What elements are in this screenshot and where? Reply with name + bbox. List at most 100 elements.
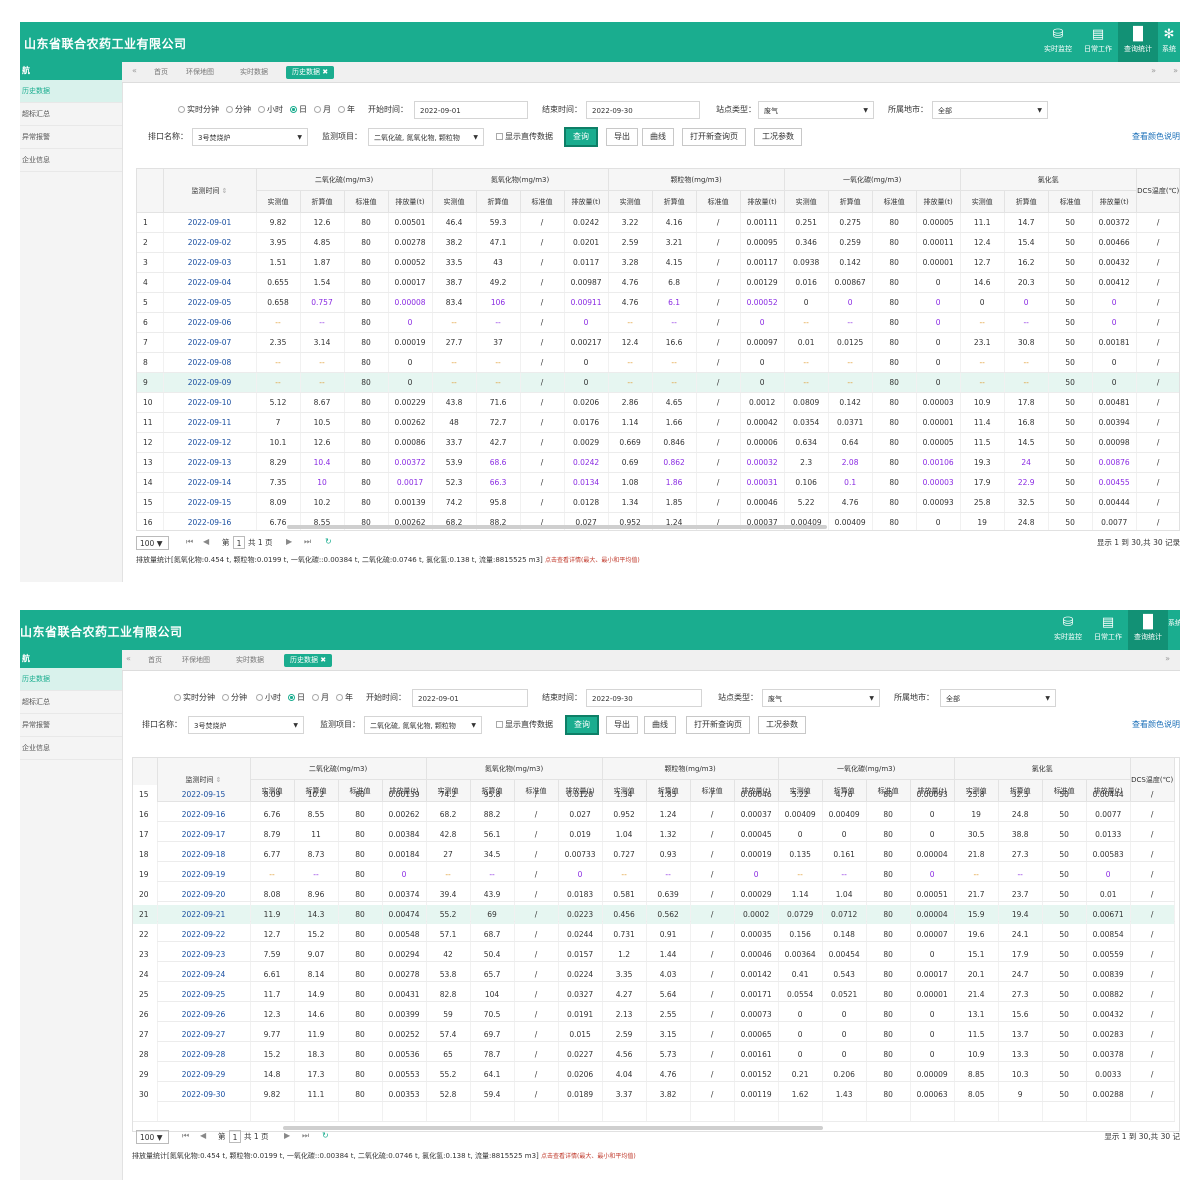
nav-daily-work[interactable]: ▤ 日常工作 [1078,22,1118,62]
sidebar-item-company[interactable]: 企业信息 [20,149,122,172]
nav-system[interactable]: ✻ 系统 [1158,22,1180,62]
first-page-icon[interactable]: ⏮ [182,1131,190,1140]
table-row[interactable]: 7 2022-09-07 2.35 3.14 80 0.00019 27.7 37/0.002… [137,332,1179,353]
tab-scroll-left-icon[interactable]: « [126,654,131,663]
curve-button[interactable]: 曲线 [642,128,674,146]
operating-params-button[interactable]: 工况参数 [754,128,802,146]
color-legend-link[interactable]: 查看颜色说明 [1132,720,1180,729]
detail-link[interactable]: 点击查看详情(最大、最小和平均值) [545,557,640,564]
page-number-input[interactable]: 1 [233,536,245,549]
tab-history[interactable]: 历史数据 ✖ [284,654,333,667]
tab-env-map[interactable]: 环保地图 [186,68,214,76]
table-row[interactable]: 23 2022-09-23 7.59 9.07 80 0.00294 42 50.4/0.01… [133,944,1175,965]
radio-day[interactable]: 日 [288,688,305,708]
open-new-query-button[interactable]: 打开新查询页 [686,716,750,734]
radio-hour[interactable]: 小时 [256,688,281,708]
radio-realtime-minute[interactable]: 实时分钟 [178,100,219,120]
tab-home[interactable]: 首页 [148,656,162,664]
tab-menu-icon[interactable]: » [1173,66,1178,75]
table-row[interactable]: 21 2022-09-21 11.9 14.3 80 0.00474 55.2 69/0.02… [133,904,1175,925]
tab-realtime[interactable]: 实时数据 [236,656,264,664]
query-button[interactable]: 查询 [564,127,598,147]
refresh-icon[interactable]: ↻ [322,1131,329,1140]
tab-home[interactable]: 首页 [154,68,168,76]
monitor-item-select[interactable]: 二氧化硫, 氮氧化物, 颗粒物 ▼ [368,128,484,146]
curve-button[interactable]: 曲线 [644,716,676,734]
table-row[interactable]: 10 2022-09-10 5.12 8.67 80 0.00229 43.8 71.6/0.… [137,392,1179,413]
city-select[interactable]: 全部 ▼ [940,689,1056,707]
table-row[interactable]: 29 2022-09-29 14.8 17.3 80 0.00553 55.2 64.1/0.… [133,1064,1175,1085]
end-time-input[interactable]: 2022-09-30 [586,101,700,119]
city-select[interactable]: 全部 ▼ [932,101,1048,119]
table-row[interactable]: 16 2022-09-16 6.76 8.55 80 0.00262 68.2 88.2/0.… [133,804,1175,825]
nav-realtime-monitor[interactable]: ⛁ 实时监控 [1038,22,1078,62]
start-time-input[interactable]: 2022-09-01 [412,689,528,707]
table-row[interactable]: 2 2022-09-02 3.95 4.85 80 0.00278 38.2 47.1/0.0… [137,232,1179,253]
table-row[interactable]: 1 2022-09-01 9.82 12.6 80 0.00501 46.4 59.3/0.0… [137,212,1179,233]
table-row[interactable]: 9 2022-09-09 -- -- 80 0 -- --/0 -- --/0 -- -- 80 0 -- -… [137,372,1179,393]
radio-year[interactable]: 年 [338,100,355,120]
close-icon[interactable]: ✖ [320,656,327,664]
prev-page-icon[interactable]: ◀ [200,1131,207,1140]
table-row[interactable]: 27 2022-09-27 9.77 11.9 80 0.00252 57.4 69.7/0.… [133,1024,1175,1045]
table-row[interactable]: 25 2022-09-25 11.7 14.9 80 0.00431 82.8 104/0.0… [133,984,1175,1005]
outlet-select[interactable]: 3号焚烧炉 ▼ [188,716,304,734]
tab-history[interactable]: 历史数据 ✖ [286,66,335,79]
sort-icon[interactable]: ⇕ [219,186,228,195]
table-row[interactable]: 20 2022-09-20 8.08 8.96 80 0.00374 39.4 43.9/0.… [133,884,1175,905]
table-row[interactable]: 19 2022-09-19 -- -- 80 0 -- --/0 -- --/0 -- -- 80 0 --… [133,864,1175,885]
table-row[interactable]: 17 2022-09-17 8.79 11 80 0.00384 42.8 56.1/0.01… [133,824,1175,845]
page-size-select[interactable]: 100 ▼ [136,536,169,550]
outlet-select[interactable]: 3号焚烧炉 ▼ [192,128,308,146]
tab-scroll-right-icon[interactable]: » [1151,66,1156,75]
nav-query-stats[interactable]: ▐▌ 查询统计 [1128,610,1168,650]
nav-daily-work[interactable]: ▤ 日常工作 [1088,610,1128,650]
table-row[interactable]: 6 2022-09-06 -- -- 80 0 -- --/0 -- --/0 -- -- 80 0 -- -… [137,312,1179,333]
next-page-icon[interactable]: ▶ [284,1131,291,1140]
table-row[interactable]: 22 2022-09-22 12.7 15.2 80 0.00548 57.1 68.7/0.… [133,924,1175,945]
radio-minute[interactable]: 分钟 [226,100,251,120]
sidebar-item-alarm[interactable]: 异常报警 [20,126,122,149]
table-row[interactable]: 3 2022-09-03 1.51 1.87 80 0.00052 33.5 43/0.011… [137,252,1179,273]
end-time-input[interactable]: 2022-09-30 [586,689,702,707]
horizontal-scrollbar[interactable] [287,525,827,529]
time-column-header[interactable]: 监测时间 ⇕ [163,169,257,213]
table-row[interactable]: 18 2022-09-18 6.77 8.73 80 0.00184 27 34.5/0.00… [133,844,1175,865]
tab-realtime[interactable]: 实时数据 [240,68,268,76]
table-row[interactable]: 8 2022-09-08 -- -- 80 0 -- --/0 -- --/0 -- -- 80 0 -- -… [137,352,1179,373]
refresh-icon[interactable]: ↻ [325,537,332,546]
sidebar-item-company[interactable]: 企业信息 [20,737,122,760]
first-page-icon[interactable]: ⏮ [186,537,194,546]
table-row[interactable]: 11 2022-09-11 7 10.5 80 0.00262 48 72.7/0.0176 1… [137,412,1179,433]
radio-hour[interactable]: 小时 [258,100,283,120]
table-row[interactable]: 28 2022-09-28 15.2 18.3 80 0.00536 65 78.7/0.02… [133,1044,1175,1065]
last-page-icon[interactable]: ⏭ [304,537,312,546]
horizontal-scrollbar[interactable] [283,1126,823,1130]
table-row[interactable]: 26 2022-09-26 12.3 14.6 80 0.00399 59 70.5/0.01… [133,1004,1175,1025]
export-button[interactable]: 导出 [606,716,638,734]
radio-year[interactable]: 年 [336,688,353,708]
last-page-icon[interactable]: ⏭ [302,1131,310,1140]
station-type-select[interactable]: 废气 ▼ [762,689,880,707]
radio-day[interactable]: 日 [290,100,307,120]
nav-query-stats[interactable]: ▐▌ 查询统计 [1118,22,1158,62]
table-row[interactable]: 14 2022-09-14 7.35 10 80 0.0017 52.3 66.3/0.013… [137,472,1179,493]
nav-realtime-monitor[interactable]: ⛁ 实时监控 [1048,610,1088,650]
open-new-query-button[interactable]: 打开新查询页 [682,128,746,146]
sidebar-item-history[interactable]: 历史数据 [20,668,122,691]
radio-month[interactable]: 月 [314,100,331,120]
sidebar-item-overlimit[interactable]: 超标汇总 [20,103,122,126]
table-row[interactable]: 24 2022-09-24 6.61 8.14 80 0.00278 53.8 65.7/0.… [133,964,1175,985]
radio-month[interactable]: 月 [312,688,329,708]
radio-minute[interactable]: 分钟 [222,688,247,708]
radio-realtime-minute[interactable]: 实时分钟 [174,688,215,708]
tab-scroll-left-icon[interactable]: « [132,66,137,75]
tab-env-map[interactable]: 环保地图 [182,656,210,664]
page-size-select[interactable]: 100 ▼ [136,1130,169,1144]
table-row[interactable]: 30 2022-09-30 9.82 11.1 80 0.00353 52.8 59.4/0.… [133,1084,1175,1105]
detail-link[interactable]: 点击查看详情(最大、最小和平均值) [541,1153,636,1160]
sidebar-item-history[interactable]: 历史数据 [20,80,122,103]
show-direct-checkbox[interactable]: 显示直传数据 [496,715,553,735]
table-row[interactable]: 12 2022-09-12 10.1 12.6 80 0.00086 33.7 42.7/0.… [137,432,1179,453]
show-direct-checkbox[interactable]: 显示直传数据 [496,127,553,147]
